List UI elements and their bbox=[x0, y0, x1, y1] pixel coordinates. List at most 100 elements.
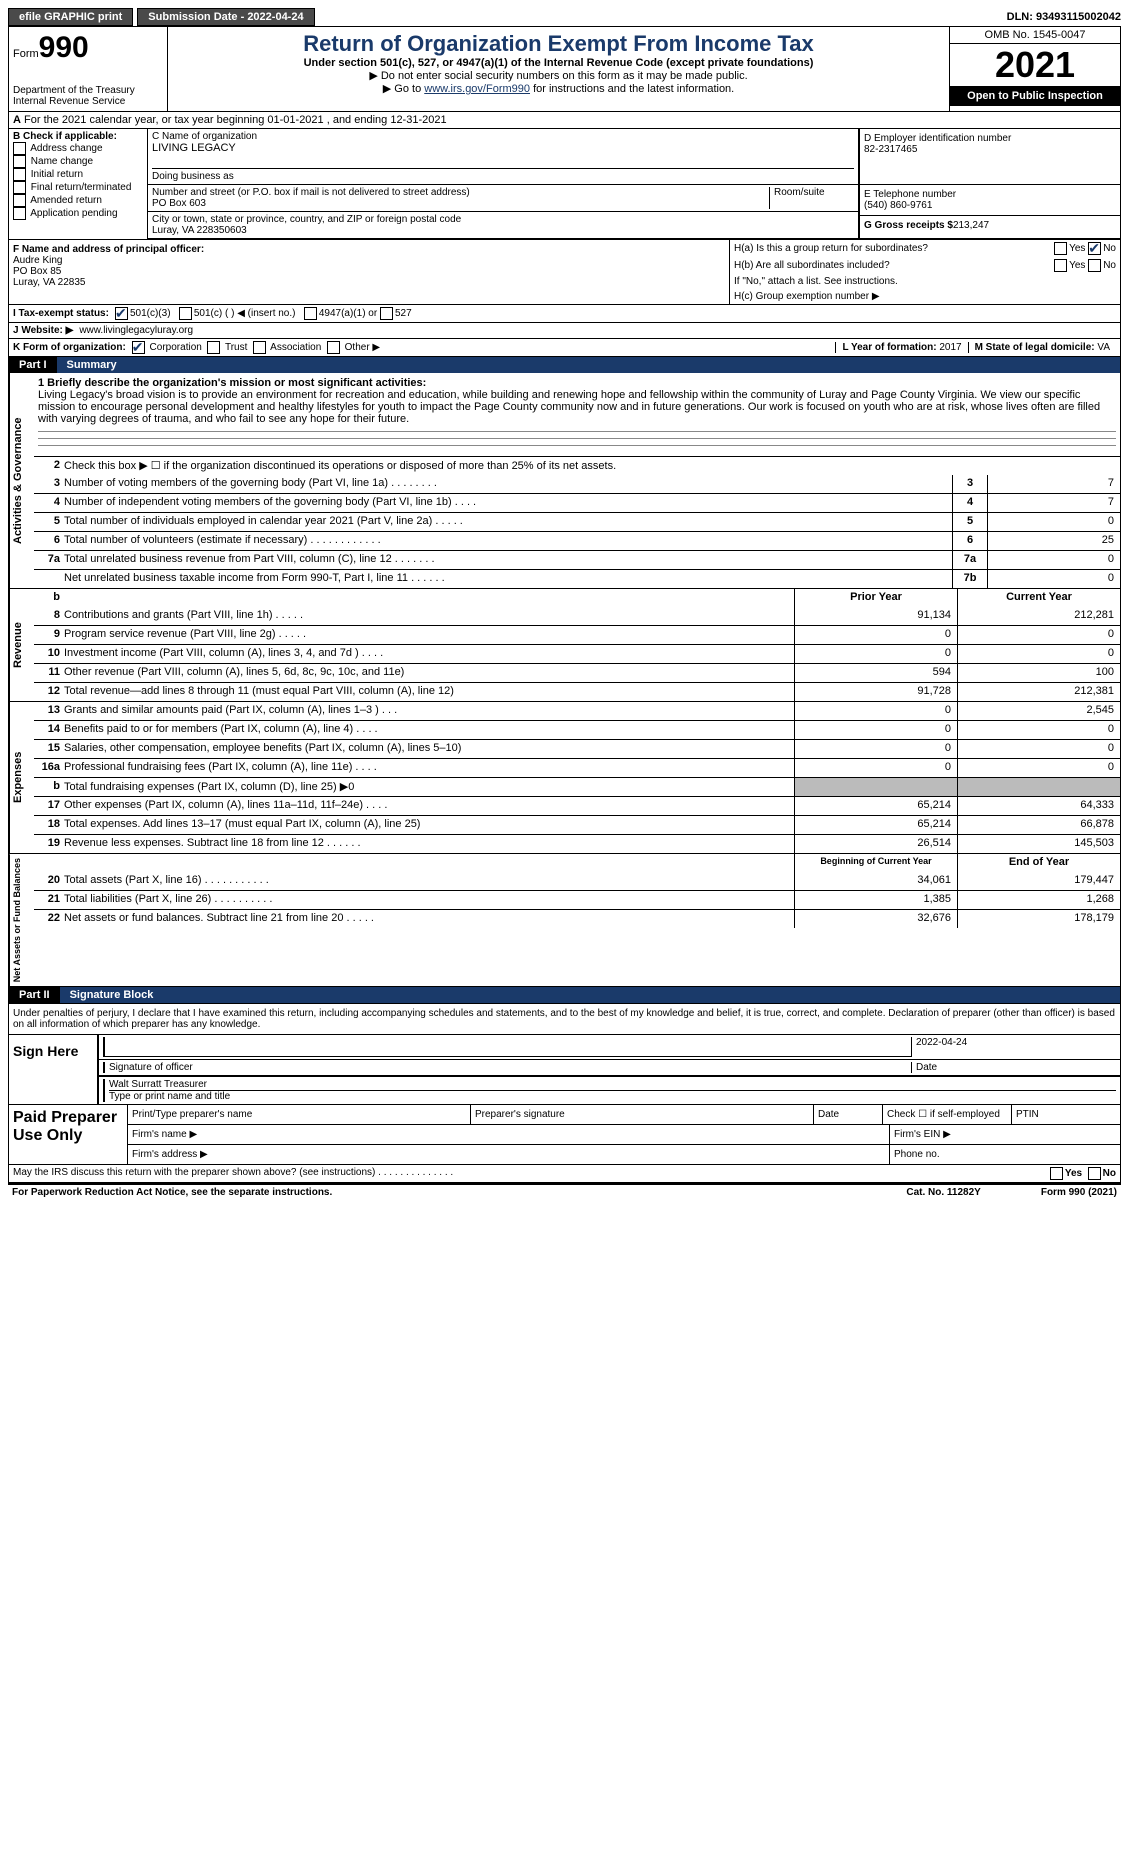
sign-here-label: Sign Here bbox=[9, 1035, 99, 1104]
part1-header: Part I Summary bbox=[9, 357, 1120, 373]
prep-date-label: Date bbox=[814, 1105, 883, 1124]
header-center: Return of Organization Exempt From Incom… bbox=[168, 27, 949, 111]
ha-label: H(a) Is this a group return for subordin… bbox=[734, 243, 928, 254]
part2-title: Signature Block bbox=[60, 987, 1120, 1003]
summary-row: 19Revenue less expenses. Subtract line 1… bbox=[34, 834, 1120, 853]
summary-row: bTotal fundraising expenses (Part IX, co… bbox=[34, 777, 1120, 796]
open-public: Open to Public Inspection bbox=[950, 86, 1120, 106]
submission-button[interactable]: Submission Date - 2022-04-24 bbox=[137, 8, 314, 26]
summary-row: 3Number of voting members of the governi… bbox=[34, 475, 1120, 493]
m-label: M State of legal domicile: bbox=[975, 342, 1095, 353]
ein-value: 82-2317465 bbox=[864, 144, 1116, 155]
b-option: Initial return bbox=[13, 168, 143, 181]
sig-officer-label: Signature of officer bbox=[103, 1062, 911, 1073]
curr-header: Current Year bbox=[957, 589, 1120, 607]
summary-row: 12Total revenue—add lines 8 through 11 (… bbox=[34, 682, 1120, 701]
summary-row: 14Benefits paid to or for members (Part … bbox=[34, 720, 1120, 739]
b-opt-checkbox[interactable] bbox=[13, 168, 26, 181]
gross-label: G Gross receipts $ bbox=[864, 220, 953, 231]
i-501c[interactable] bbox=[179, 307, 192, 320]
signature-block: Under penalties of perjury, I declare th… bbox=[8, 1004, 1121, 1183]
l-value: 2017 bbox=[939, 342, 961, 353]
col-d: D Employer identification number 82-2317… bbox=[859, 129, 1120, 184]
l-label: L Year of formation: bbox=[842, 342, 936, 353]
summary-row: 10Investment income (Part VIII, column (… bbox=[34, 644, 1120, 663]
b-opt-checkbox[interactable] bbox=[13, 155, 26, 168]
form-header: Form990 Department of the Treasury Inter… bbox=[9, 27, 1120, 112]
b-opt-checkbox[interactable] bbox=[13, 181, 26, 194]
summary-row: 20Total assets (Part X, line 16) . . . .… bbox=[34, 872, 1120, 890]
summary-row: Net unrelated business taxable income fr… bbox=[34, 569, 1120, 588]
tax-year: 2021 bbox=[950, 44, 1120, 86]
k-option: Other ▶ bbox=[327, 342, 386, 353]
ha-no[interactable] bbox=[1088, 242, 1101, 255]
name-label: Type or print name and title bbox=[109, 1090, 1116, 1102]
summary-row: 13Grants and similar amounts paid (Part … bbox=[34, 702, 1120, 720]
f-label: F Name and address of principal officer: bbox=[13, 244, 204, 255]
l1-label: 1 Briefly describe the organization's mi… bbox=[38, 377, 426, 389]
hb-yes[interactable] bbox=[1054, 259, 1067, 272]
hb-note: If "No," attach a list. See instructions… bbox=[730, 274, 1120, 289]
gross-value: 213,247 bbox=[953, 220, 989, 231]
top-bar: efile GRAPHIC print Submission Date - 20… bbox=[8, 8, 1121, 26]
b-label: B Check if applicable: bbox=[13, 131, 117, 142]
b-opt-checkbox[interactable] bbox=[13, 207, 26, 220]
form-container: Form990 Department of the Treasury Inter… bbox=[8, 26, 1121, 1004]
section-bcd: B Check if applicable: Address change Na… bbox=[9, 129, 1120, 240]
city-value: Luray, VA 228350603 bbox=[152, 225, 854, 236]
summary-row: 7aTotal unrelated business revenue from … bbox=[34, 550, 1120, 569]
addr-block: Number and street (or P.O. box if mail i… bbox=[148, 185, 859, 238]
b-opt-checkbox[interactable] bbox=[13, 142, 26, 155]
summary-row: 21Total liabilities (Part X, line 26) . … bbox=[34, 890, 1120, 909]
end-header: End of Year bbox=[957, 854, 1120, 872]
officer-addr2: Luray, VA 22835 bbox=[13, 277, 725, 288]
summary-row: 11Other revenue (Part VIII, column (A), … bbox=[34, 663, 1120, 682]
k-opt-checkbox[interactable] bbox=[207, 341, 220, 354]
signer-name: Walt Surratt Treasurer bbox=[109, 1079, 1116, 1090]
summary-row: 22Net assets or fund balances. Subtract … bbox=[34, 909, 1120, 928]
col-f: F Name and address of principal officer:… bbox=[9, 240, 730, 304]
phone-value: (540) 860-9761 bbox=[864, 200, 1116, 211]
cat-no: Cat. No. 11282Y bbox=[906, 1187, 980, 1198]
summary-row: 17Other expenses (Part IX, column (A), l… bbox=[34, 796, 1120, 815]
b-option: Name change bbox=[13, 155, 143, 168]
ha-yes[interactable] bbox=[1054, 242, 1067, 255]
discuss-no-text: No bbox=[1103, 1168, 1116, 1179]
officer-addr1: PO Box 85 bbox=[13, 266, 725, 277]
k-opt-checkbox[interactable] bbox=[327, 341, 340, 354]
b-option: Address change bbox=[13, 142, 143, 155]
summary-row: 15Salaries, other compensation, employee… bbox=[34, 739, 1120, 758]
col-d-lower: E Telephone number (540) 860-9761 G Gros… bbox=[859, 185, 1120, 238]
irs-link[interactable]: www.irs.gov/Form990 bbox=[424, 83, 530, 95]
k-opt-checkbox[interactable] bbox=[132, 341, 145, 354]
discuss-yes[interactable] bbox=[1050, 1167, 1063, 1180]
summary-row: 6Total number of volunteers (estimate if… bbox=[34, 531, 1120, 550]
k-opt-checkbox[interactable] bbox=[253, 341, 266, 354]
i-4947[interactable] bbox=[304, 307, 317, 320]
sign-here-row: Sign Here 2022-04-24 Signature of office… bbox=[9, 1034, 1120, 1104]
prior-header: Prior Year bbox=[794, 589, 957, 607]
footer: For Paperwork Reduction Act Notice, see … bbox=[8, 1183, 1121, 1200]
expenses-section: Expenses 13Grants and similar amounts pa… bbox=[9, 702, 1120, 854]
yes-text2: Yes bbox=[1069, 260, 1085, 271]
yes-text: Yes bbox=[1069, 243, 1085, 254]
i-o3: 4947(a)(1) or bbox=[319, 308, 377, 319]
addr-label: Number and street (or P.O. box if mail i… bbox=[152, 187, 769, 198]
efile-button[interactable]: efile GRAPHIC print bbox=[8, 8, 133, 26]
mission-text: Living Legacy's broad vision is to provi… bbox=[38, 389, 1116, 425]
irs-text: Internal Revenue Service bbox=[13, 96, 163, 107]
phone-label: E Telephone number bbox=[864, 189, 1116, 200]
j-label: J Website: ▶ bbox=[13, 325, 73, 336]
room-label: Room/suite bbox=[769, 187, 854, 209]
officer-name: Audre King bbox=[13, 255, 725, 266]
note2: ▶ Go to www.irs.gov/Form990 for instruct… bbox=[172, 82, 945, 95]
header-right: OMB No. 1545-0047 2021 Open to Public In… bbox=[949, 27, 1120, 111]
hb-no[interactable] bbox=[1088, 259, 1101, 272]
i-501c3[interactable] bbox=[115, 307, 128, 320]
b-opt-checkbox[interactable] bbox=[13, 194, 26, 207]
discuss-no[interactable] bbox=[1088, 1167, 1101, 1180]
form-ref: Form 990 (2021) bbox=[1041, 1187, 1117, 1198]
i-527[interactable] bbox=[380, 307, 393, 320]
line-a: A For the 2021 calendar year, or tax yea… bbox=[9, 112, 1120, 129]
m-value: VA bbox=[1097, 342, 1110, 353]
